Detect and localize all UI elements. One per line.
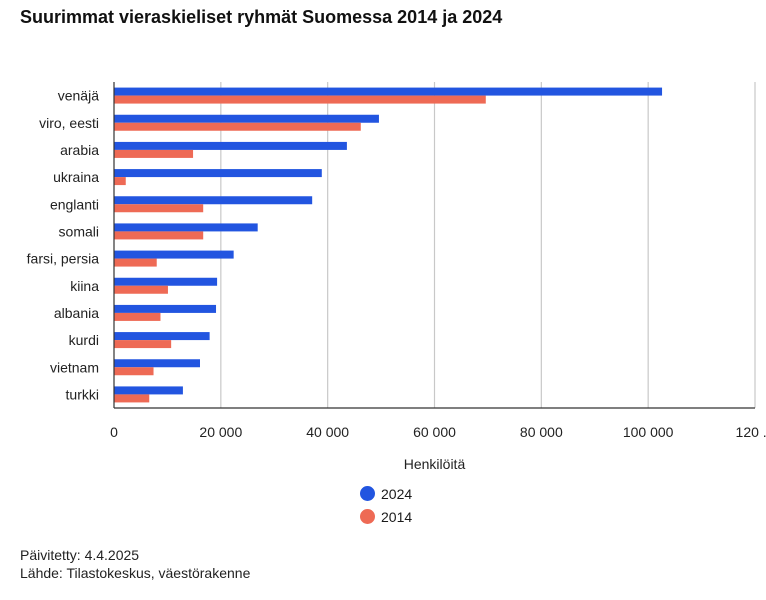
chart-footer: Päivitetty: 4.4.2025 Lähde: Tilastokesku… [20,546,250,582]
bar [114,223,258,232]
bar [114,204,204,213]
data-source: Lähde: Tilastokeskus, väestörakenne [20,565,251,581]
bar [114,312,161,321]
bar [114,149,194,158]
x-tick-label: 120 ... [736,424,766,440]
legend-item[interactable]: 2024 [360,482,412,505]
axes [113,82,755,409]
x-tick-label: 60 000 [413,424,456,440]
bar [114,332,210,341]
bar [114,122,361,131]
x-tick-label: 40 000 [306,424,349,440]
y-category-label: viro, eesti [39,115,99,131]
bar [114,386,183,395]
bar [114,367,154,376]
bar [114,394,150,403]
bar [114,340,172,349]
axis-labels: 0 20 000 40 000 60 000 80 000 100 000 120 ... v… [27,88,766,472]
bar [114,177,126,186]
bar [114,304,217,313]
legend: 2024 2014 [360,482,412,528]
x-tick-label: 80 000 [520,424,563,440]
bar [114,196,313,205]
x-tick-label: 20 000 [199,424,242,440]
bar [114,277,218,286]
legend-marker-icon [360,509,375,524]
bar [114,231,204,240]
bar [114,114,379,123]
bar [114,95,486,104]
updated-date: Päivitetty: 4.4.2025 [20,547,140,563]
legend-marker-icon [360,486,375,501]
grid-lines [220,82,756,408]
y-category-label: kurdi [69,332,99,348]
bar [114,87,663,96]
y-category-label: turkki [66,386,99,402]
y-category-label: ukraina [53,169,99,185]
x-tick-label: 100 000 [623,424,674,440]
y-category-label: venäjä [58,88,99,104]
bar [114,250,234,259]
bar [114,359,201,368]
y-category-label: somali [59,223,99,239]
y-category-label: kiina [70,278,99,294]
bar [114,285,168,294]
x-axis-title: Henkilöitä [404,456,466,472]
legend-label: 2014 [381,508,413,525]
y-category-label: arabia [60,142,99,158]
y-category-label: vietnam [50,359,99,375]
bar [114,258,157,267]
y-category-label: farsi, persia [27,251,100,267]
legend-item[interactable]: 2014 [360,505,412,528]
bar [114,141,347,150]
bar [114,169,322,178]
legend-label: 2024 [381,485,413,502]
x-tick-label: 0 [110,424,118,440]
y-category-label: albania [54,305,99,321]
bars [114,87,663,403]
chart-title: Suurimmat vieraskieliset ryhmät Suomessa… [20,7,503,27]
y-category-label: englanti [50,196,99,212]
